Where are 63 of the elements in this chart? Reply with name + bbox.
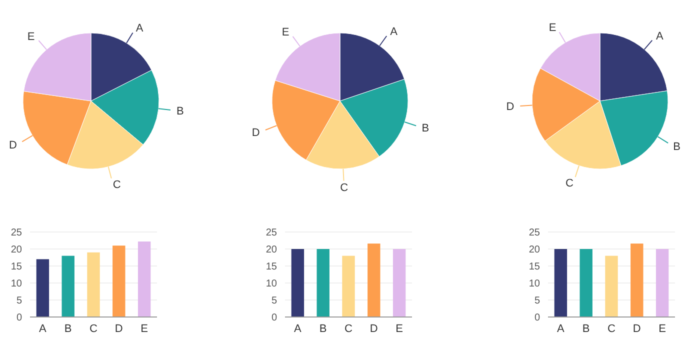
bar [580,249,592,317]
x-tick-label: E [396,323,403,335]
y-tick-label: 20 [10,244,22,256]
x-tick-label: E [140,323,148,335]
slice-label: A [390,26,398,38]
slice-label: E [282,26,290,38]
slice-label: C [112,179,121,192]
slice-label: C [565,178,574,190]
x-tick-label: C [608,323,616,335]
y-tick-label: 20 [266,244,278,256]
y-tick-label: 10 [266,278,278,290]
y-tick-label: 25 [10,228,22,238]
y-tick-label: 0 [534,312,540,324]
bar [392,249,406,317]
bar [36,259,50,317]
slice-label: E [548,22,556,34]
bar [368,244,380,317]
bar [605,256,618,317]
slice-label: A [656,30,664,43]
y-tick-label: 10 [528,278,540,290]
slice-label: D [506,101,514,114]
y-tick-label: 20 [528,244,540,256]
x-tick-label: B [64,323,72,335]
slice-label: E [27,30,35,43]
y-tick-label: 15 [10,262,22,272]
x-tick-label: E [658,323,666,335]
slice-label: C [340,182,348,194]
bar [112,246,126,317]
slice-label: D [252,127,260,140]
y-tick-label: 5 [534,296,540,306]
x-tick-label: C [344,323,353,335]
bar [87,252,100,317]
x-tick-label: A [39,323,48,335]
slice-label: B [176,106,184,118]
y-tick-label: 0 [16,312,22,324]
bar [630,244,644,317]
x-tick-label: C [90,323,98,335]
slice-label: B [673,141,681,154]
bar [62,256,74,317]
y-tick-label: 15 [528,262,540,272]
x-tick-label: D [370,323,378,335]
x-tick-label: A [294,323,302,335]
y-tick-label: 25 [266,228,278,238]
x-tick-label: A [557,323,566,335]
slice-label: B [422,122,430,134]
x-tick-label: D [114,323,123,335]
slice-label: A [136,22,144,35]
bar [291,249,304,317]
x-tick-label: B [319,323,327,335]
y-tick-label: 0 [271,312,278,324]
y-tick-label: 15 [266,262,278,272]
bar [316,249,330,317]
slice-label: D [9,140,18,152]
bar [554,249,568,317]
x-tick-label: D [632,323,641,335]
y-tick-label: 5 [16,296,22,306]
bar [138,242,151,317]
y-tick-label: 10 [10,278,22,290]
bar [656,249,669,317]
y-tick-label: 5 [271,296,278,306]
y-tick-label: 25 [528,228,540,238]
bar [342,256,355,317]
x-tick-label: B [582,323,590,335]
